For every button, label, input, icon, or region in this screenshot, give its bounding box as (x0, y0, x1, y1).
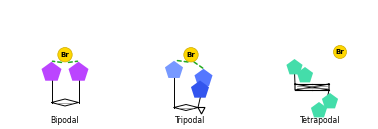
Text: Br: Br (187, 52, 195, 58)
Polygon shape (42, 62, 62, 81)
Polygon shape (322, 93, 338, 108)
Circle shape (333, 46, 347, 58)
Circle shape (184, 48, 198, 62)
Text: Tetrapodal: Tetrapodal (300, 116, 340, 125)
Polygon shape (287, 59, 302, 74)
Text: Bipodal: Bipodal (51, 116, 79, 125)
Polygon shape (194, 69, 212, 86)
Circle shape (58, 47, 72, 62)
Polygon shape (68, 62, 88, 81)
Polygon shape (191, 80, 209, 98)
Text: Br: Br (336, 49, 344, 55)
Text: Tripodal: Tripodal (175, 116, 205, 125)
Polygon shape (165, 61, 183, 78)
Text: Br: Br (60, 52, 70, 58)
Polygon shape (297, 67, 313, 82)
Polygon shape (311, 102, 327, 117)
